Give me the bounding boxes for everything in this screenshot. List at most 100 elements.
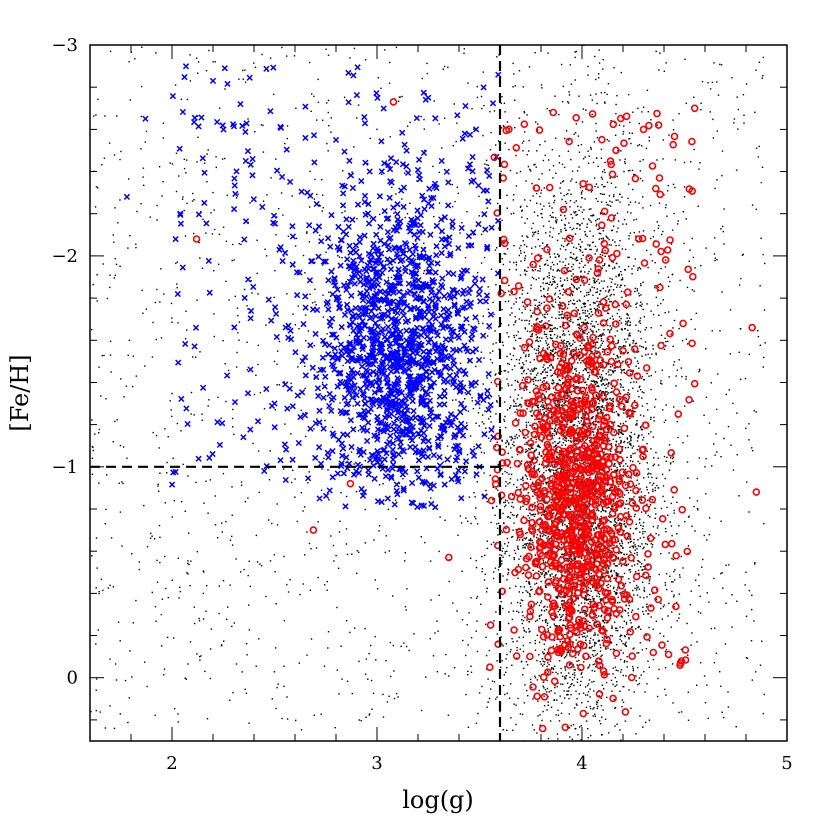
background-point: [589, 368, 591, 371]
background-point: [654, 371, 657, 373]
background-point: [591, 380, 594, 382]
background-point: [582, 158, 585, 160]
background-point: [655, 296, 657, 299]
background-point: [650, 431, 652, 433]
background-point: [518, 359, 520, 361]
background-point: [562, 604, 565, 606]
background-point: [588, 437, 591, 439]
background-point: [562, 294, 564, 296]
background-point: [576, 704, 578, 706]
background-point: [565, 389, 567, 391]
background-point: [502, 575, 504, 577]
background-point: [555, 433, 558, 435]
background-point: [632, 410, 634, 412]
background-point: [549, 226, 552, 229]
background-point: [516, 646, 518, 649]
background-point: [673, 361, 676, 363]
background-point: [587, 589, 589, 592]
background-point: [565, 471, 567, 473]
background-point: [470, 637, 473, 639]
background-point: [530, 444, 532, 446]
background-point: [476, 620, 478, 622]
background-point: [583, 440, 586, 443]
background-point: [487, 678, 489, 680]
background-point: [579, 344, 581, 347]
background-point: [527, 515, 529, 517]
background-point: [674, 569, 676, 571]
background-point: [655, 513, 657, 515]
background-point: [611, 508, 613, 511]
background-point: [576, 678, 579, 680]
background-point: [621, 705, 623, 708]
background-point: [631, 377, 633, 380]
background-point: [587, 593, 590, 596]
background-point: [614, 386, 616, 389]
background-point: [581, 460, 583, 462]
background-point: [522, 627, 525, 629]
background-point: [636, 563, 639, 565]
background-point: [506, 550, 508, 552]
background-point: [527, 345, 530, 347]
background-point: [555, 317, 557, 320]
background-point: [603, 407, 605, 409]
background-point: [536, 305, 539, 307]
background-point: [492, 541, 495, 544]
background-point: [690, 318, 692, 321]
background-point: [630, 456, 632, 458]
background-point: [642, 726, 644, 728]
background-point: [573, 133, 575, 135]
background-point: [504, 253, 507, 255]
background-point: [643, 392, 645, 394]
background-point: [553, 434, 556, 437]
background-point: [533, 359, 535, 361]
background-point: [523, 244, 526, 246]
background-point: [629, 581, 631, 584]
background-point: [596, 382, 598, 384]
background-point: [698, 371, 700, 373]
background-point: [615, 574, 618, 576]
background-point: [594, 245, 597, 248]
background-point: [643, 573, 645, 575]
background-point: [594, 185, 596, 188]
background-point: [640, 377, 643, 380]
background-point: [542, 408, 544, 411]
background-point: [536, 679, 538, 681]
background-point: [548, 388, 550, 391]
background-point: [626, 416, 628, 418]
background-point: [526, 292, 529, 294]
background-point: [484, 163, 486, 165]
background-point: [640, 426, 642, 428]
background-point: [547, 630, 550, 632]
background-point: [690, 590, 692, 592]
background-point: [600, 148, 603, 151]
background-point: [610, 120, 612, 122]
background-point: [503, 501, 505, 504]
background-point: [585, 576, 588, 579]
background-point: [614, 335, 616, 337]
background-point: [588, 283, 590, 286]
background-point: [544, 408, 546, 410]
background-point: [608, 290, 610, 292]
background-point: [576, 440, 578, 442]
background-point: [575, 385, 577, 388]
background-point: [670, 525, 673, 527]
background-point: [650, 327, 652, 329]
background-point: [629, 527, 632, 530]
background-point: [583, 331, 585, 333]
background-point: [507, 465, 509, 467]
background-point: [574, 352, 576, 355]
background-point: [617, 357, 619, 359]
background-point: [544, 377, 547, 379]
background-point: [561, 553, 563, 555]
background-point: [563, 166, 566, 169]
background-point: [601, 314, 603, 317]
background-point: [584, 310, 586, 312]
background-point: [542, 478, 544, 480]
background-point: [513, 336, 516, 339]
background-point: [654, 287, 656, 289]
background-point: [456, 610, 458, 612]
background-point: [522, 599, 524, 602]
background-point: [577, 362, 579, 364]
background-point: [540, 586, 542, 588]
background-point: [584, 620, 587, 622]
